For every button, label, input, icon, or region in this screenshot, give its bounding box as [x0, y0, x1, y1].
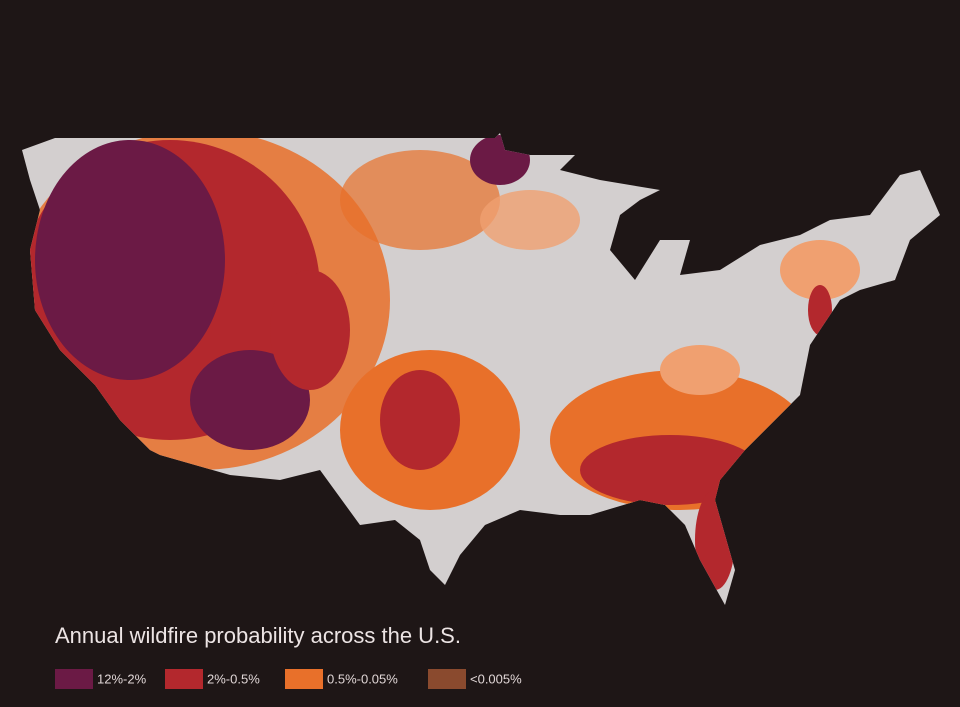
legend-label: <0.005% [470, 671, 522, 686]
legend-label: 0.5%-0.05% [327, 671, 398, 686]
legend: 12%-2% 2%-0.5% 0.5%-0.05% <0.005% [55, 669, 522, 689]
risk-zone [660, 345, 740, 395]
legend-label: 12%-2% [97, 671, 147, 686]
legend-swatch [428, 669, 466, 689]
risk-zone [580, 435, 760, 505]
legend-swatch [55, 669, 93, 689]
risk-zone [480, 190, 580, 250]
legend-swatch [165, 669, 203, 689]
risk-zone [380, 370, 460, 470]
risk-zone [35, 140, 225, 380]
risk-zone [780, 240, 860, 300]
map-title: Annual wildfire probability across the U… [55, 623, 461, 648]
legend-label: 2%-0.5% [207, 671, 260, 686]
risk-zone [270, 270, 350, 390]
risk-zone [340, 150, 500, 250]
legend-swatch [285, 669, 323, 689]
risk-zone [190, 350, 310, 450]
